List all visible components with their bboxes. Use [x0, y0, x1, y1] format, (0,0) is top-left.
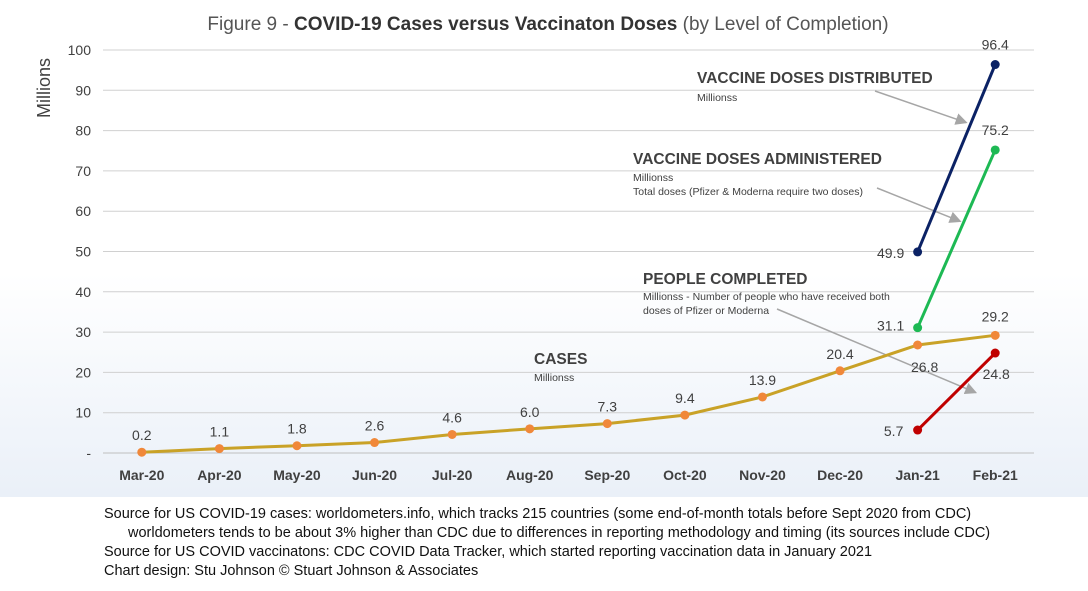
y-tick-label: 50 [75, 244, 91, 260]
annotation-completed-note: Millionss - Number of people who have re… [643, 291, 890, 303]
series-line [916, 63, 997, 253]
x-tick-label: Apr-20 [197, 467, 242, 483]
y-tick-label: 70 [75, 163, 91, 179]
data-point [913, 247, 923, 257]
source-cases-note: worldometers tends to be about 3% higher… [128, 525, 991, 541]
data-label: 9.4 [675, 390, 695, 406]
gridlines [103, 49, 1034, 454]
data-point [525, 424, 535, 434]
series-line [141, 333, 996, 454]
y-tick-label: 100 [68, 42, 92, 58]
data-label: 13.9 [749, 372, 776, 388]
data-point [913, 323, 923, 333]
annotation-administered-title: VACCINE DOSES ADMINISTERED [633, 151, 882, 168]
source-cases: Source for US COVID-19 cases: worldomete… [104, 506, 972, 522]
y-tick-label: 10 [75, 405, 91, 421]
y-tick-label: 20 [75, 364, 91, 380]
annotation-administered: VACCINE DOSES ADMINISTERED Millionss Tot… [633, 151, 882, 198]
x-axis-ticks: Mar-20 Apr-20 May-20 Jun-20 Jul-20 Aug-20 Sep-… [119, 467, 1018, 483]
series-line [916, 351, 997, 432]
data-label: 75.2 [982, 122, 1009, 138]
x-tick-label: Sep-20 [584, 467, 630, 483]
data-point [214, 444, 224, 454]
y-tick-label: 80 [75, 123, 91, 139]
data-label: 29.2 [982, 308, 1009, 324]
series-line [916, 149, 997, 329]
x-tick-label: Aug-20 [506, 467, 554, 483]
data-labels: 0.2 1.1 1.8 2.6 4.6 6.0 7.3 9.4 13.9 20.4 26.8 29.2… [132, 37, 1010, 444]
data-point [680, 410, 690, 420]
data-point [757, 392, 767, 402]
sources-note: Source for US COVID-19 cases: worldomete… [104, 505, 1084, 581]
data-label: 96.4 [982, 37, 1009, 53]
data-label: 31.1 [877, 318, 904, 334]
y-axis-ticks: - 10 20 30 40 50 60 70 80 90 100 [68, 42, 92, 461]
y-tick-label: 40 [75, 284, 91, 300]
x-tick-label: Mar-20 [119, 467, 164, 483]
x-tick-label: Dec-20 [817, 467, 863, 483]
data-label: 6.0 [520, 404, 540, 420]
x-tick-label: May-20 [273, 467, 321, 483]
annotation-cases-title: CASES [534, 351, 587, 368]
data-label: 4.6 [442, 409, 462, 425]
x-tick-label: Jun-20 [352, 467, 397, 483]
annotation-cases: CASES Millionss [534, 351, 587, 384]
annotation-administered-note2: Total doses (Pfizer & Moderna require tw… [633, 186, 863, 198]
annotation-cases-note: Millionss [534, 372, 574, 384]
y-tick-label: 90 [75, 82, 91, 98]
data-point [990, 348, 1000, 358]
chart-title-main: COVID-19 Cases versus Vaccinaton Doses [294, 14, 677, 35]
data-label: 2.6 [365, 418, 385, 434]
data-label: 1.1 [210, 424, 230, 440]
annotation-administered-note: Millionss [633, 172, 673, 184]
annotation-distributed: VACCINE DOSES DISTRIBUTED Millionss [697, 70, 933, 104]
annotation-arrow [876, 187, 962, 223]
y-axis-label: Millions [34, 58, 54, 118]
annotation-arrows [776, 90, 978, 395]
data-point [447, 429, 457, 439]
data-label: 5.7 [884, 423, 904, 439]
data-point [990, 145, 1000, 155]
data-point [292, 441, 302, 451]
annotation-completed: PEOPLE COMPLETED Millionss - Number of p… [643, 271, 890, 317]
data-point [990, 330, 1000, 340]
x-tick-label: Nov-20 [739, 467, 786, 483]
annotation-completed-title: PEOPLE COMPLETED [643, 271, 808, 288]
x-tick-label: Jul-20 [432, 467, 473, 483]
line-chart: Figure 9 - COVID-19 Cases versus Vaccina… [34, 14, 1034, 483]
data-label: 7.3 [598, 399, 618, 415]
source-vaccinations: Source for US COVID vaccinatons: CDC COV… [104, 544, 873, 560]
chart-title: Figure 9 - COVID-19 Cases versus Vaccina… [207, 14, 888, 35]
data-label: 24.8 [983, 366, 1010, 382]
annotation-distributed-note: Millionss [697, 92, 737, 104]
chart-title-prefix: Figure 9 - [207, 14, 294, 35]
y-tick-label: 60 [75, 203, 91, 219]
y-tick-label: - [86, 445, 91, 461]
annotation-distributed-title: VACCINE DOSES DISTRIBUTED [697, 70, 933, 87]
series-points [137, 60, 1000, 457]
data-label: 26.8 [911, 359, 938, 375]
data-point [990, 60, 1000, 70]
annotation-arrow [874, 90, 968, 125]
chart-area: Figure 9 - COVID-19 Cases versus Vaccina… [0, 0, 1088, 497]
chart-title-suffix: (by Level of Completion) [677, 14, 888, 35]
x-tick-label: Jan-21 [895, 467, 940, 483]
x-tick-label: Oct-20 [663, 467, 707, 483]
annotation-completed-note2: doses of Pfizer or Moderna [643, 305, 769, 317]
data-point [370, 438, 380, 448]
data-label: 20.4 [826, 346, 853, 362]
data-point [137, 447, 147, 457]
data-label: 49.9 [877, 245, 904, 261]
annotation-arrow [776, 308, 978, 395]
x-tick-label: Feb-21 [973, 467, 1018, 483]
data-point [602, 419, 612, 429]
data-point [913, 425, 923, 435]
data-point [913, 340, 923, 350]
y-tick-label: 30 [75, 324, 91, 340]
data-label: 1.8 [287, 421, 307, 437]
data-point [835, 366, 845, 376]
data-label: 0.2 [132, 427, 152, 443]
chart-credit: Chart design: Stu Johnson © Stuart Johns… [104, 563, 479, 579]
series-lines [141, 63, 997, 454]
